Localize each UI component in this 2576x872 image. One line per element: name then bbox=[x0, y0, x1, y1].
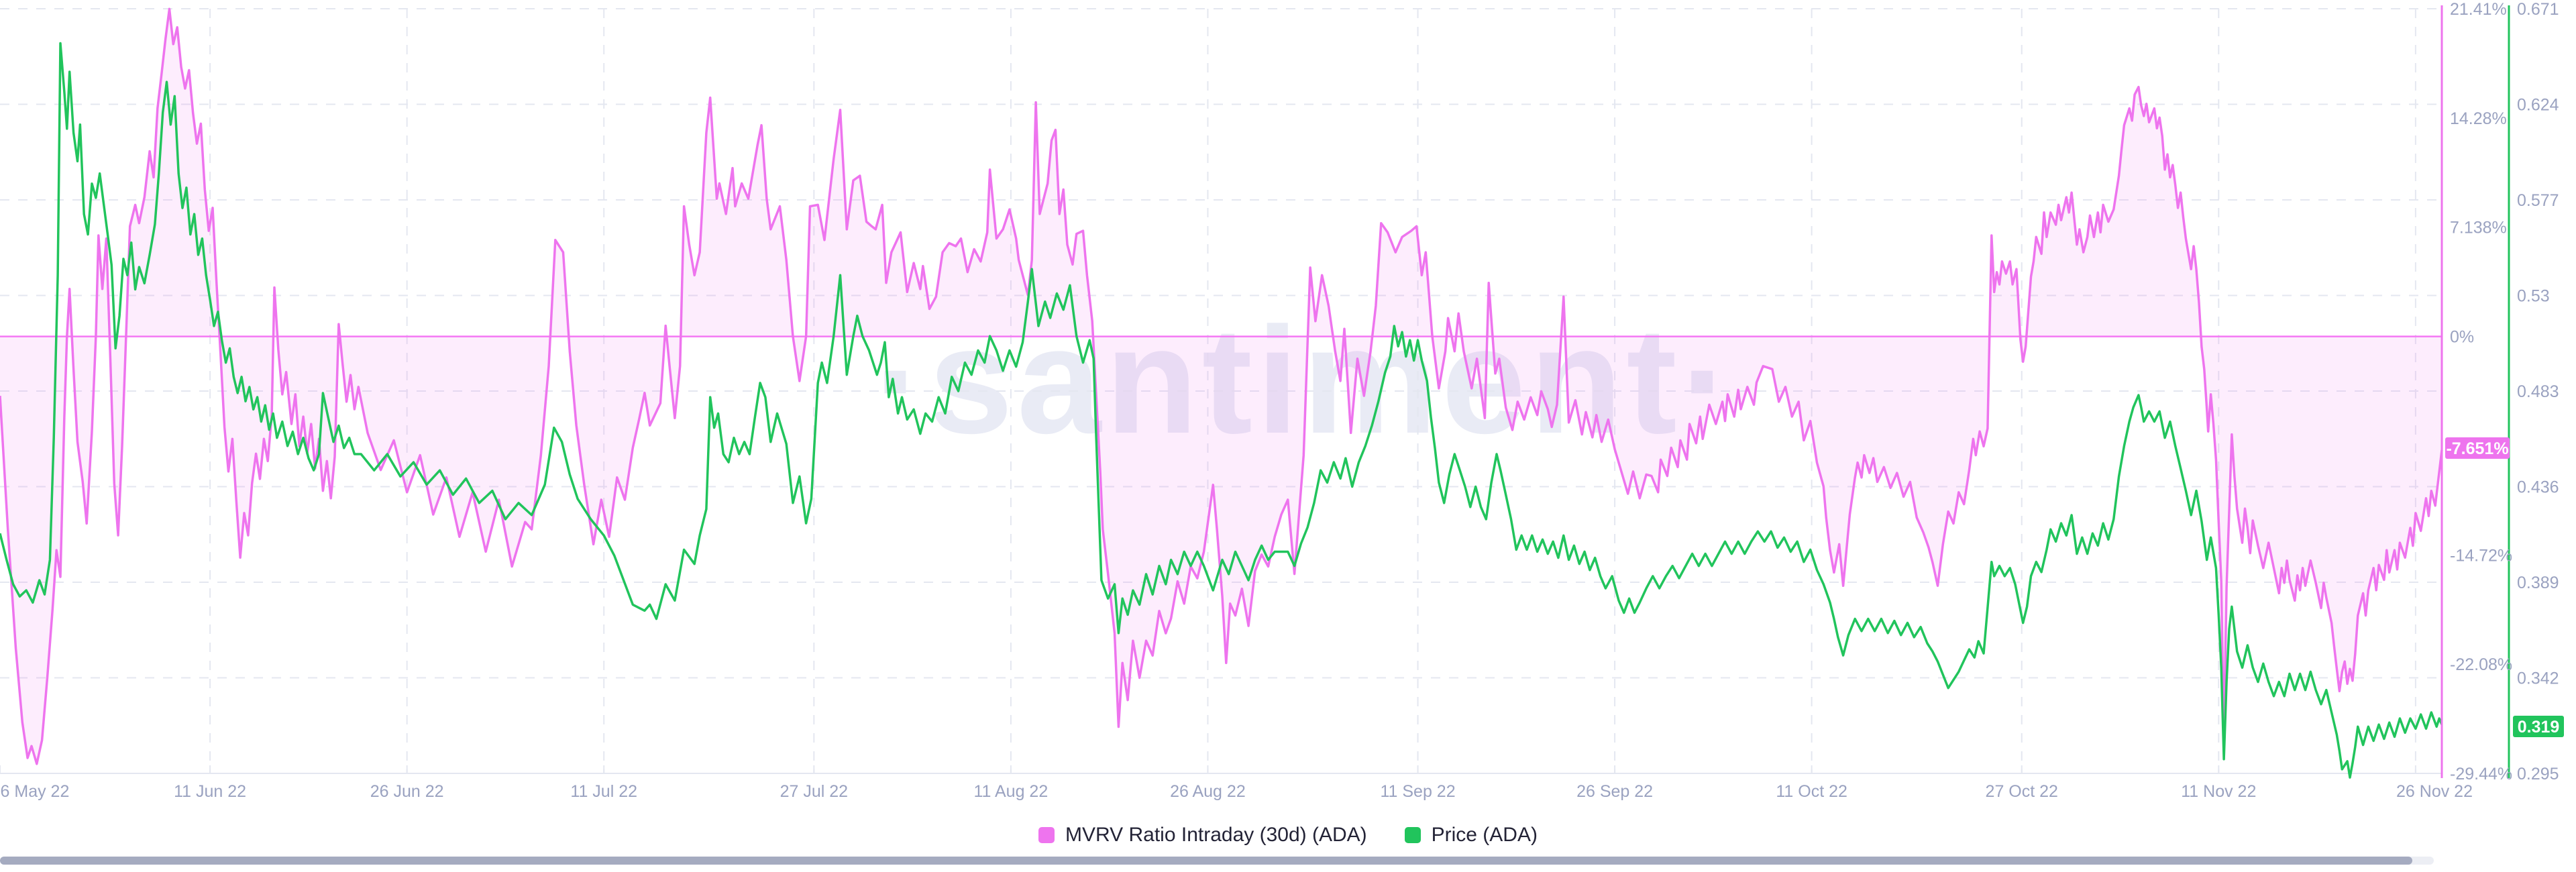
mvrv-tick-label: -29.44% bbox=[2450, 765, 2512, 783]
price-badge-value: 0.319 bbox=[2518, 718, 2560, 737]
price-tick-label: 0.342 bbox=[2517, 669, 2559, 688]
mvrv-line-series bbox=[0, 7, 2443, 765]
price-line-series bbox=[0, 42, 2443, 779]
legend-item-price[interactable]: Price (ADA) bbox=[1404, 824, 1538, 847]
date-axis-labels: 26 May 22 11 Jun 22 26 Jun 22 11 Jul 22 27 J… bbox=[0, 782, 2473, 801]
legend-item-mvrv[interactable]: MVRV Ratio Intraday (30d) (ADA) bbox=[1038, 824, 1367, 847]
mvrv-tick-label: 14.28% bbox=[2450, 109, 2507, 128]
price-swatch-icon bbox=[1404, 827, 1421, 843]
mvrv-tick-label: -22.08% bbox=[2450, 655, 2512, 674]
date-tick-label: 11 Jun 22 bbox=[174, 782, 246, 801]
price-axis-tick-labels: 0.671 0.624 0.577 0.53 0.483 0.436 0.389 0.342 0… bbox=[2517, 0, 2559, 783]
date-tick-label: 26 Sep 22 bbox=[1576, 782, 1653, 801]
price-tick-label: 0.389 bbox=[2517, 574, 2559, 592]
mvrv-tick-label: 21.41% bbox=[2450, 0, 2507, 19]
mvrv-swatch-icon bbox=[1038, 827, 1055, 843]
price-current-value-badge: 0.319 bbox=[2513, 716, 2564, 737]
x-axis-tick-marks bbox=[0, 765, 2416, 773]
mvrv-axis-tick-labels: 21.41%14.28%7.138%0%-7.36%-14.72%-22.08%… bbox=[2450, 0, 2512, 783]
price-tick-label: 0.295 bbox=[2517, 765, 2559, 783]
date-tick-label: 11 Nov 22 bbox=[2181, 782, 2256, 801]
date-tick-label: 11 Sep 22 bbox=[1380, 782, 1455, 801]
date-tick-label: 11 Oct 22 bbox=[1776, 782, 1847, 801]
mvrv-tick-label: 7.138% bbox=[2450, 219, 2507, 237]
date-tick-label: 27 Oct 22 bbox=[1986, 782, 2058, 801]
vertical-gridlines bbox=[209, 9, 2416, 773]
mvrv-badge-value: -7.651% bbox=[2446, 439, 2508, 458]
date-tick-label: 11 Jul 22 bbox=[570, 782, 637, 801]
mvrv-tick-label: 0% bbox=[2450, 328, 2474, 347]
price-tick-label: 0.671 bbox=[2517, 0, 2559, 19]
date-tick-label: 26 Aug 22 bbox=[1170, 782, 1246, 801]
price-tick-label: 0.483 bbox=[2517, 382, 2559, 401]
mvrv-current-value-badge: -7.651% bbox=[2445, 437, 2510, 459]
watermark: ·santiment· bbox=[874, 295, 1735, 465]
date-tick-label: 27 Jul 22 bbox=[780, 782, 848, 801]
date-tick-label: 11 Aug 22 bbox=[973, 782, 1048, 801]
timeline-scrollbar-thumb[interactable] bbox=[0, 857, 2412, 865]
date-tick-label: 26 Jun 22 bbox=[370, 782, 444, 801]
date-tick-label: 26 May 22 bbox=[0, 782, 69, 801]
price-tick-label: 0.436 bbox=[2517, 478, 2559, 497]
legend: MVRV Ratio Intraday (30d) (ADA) Price (A… bbox=[0, 824, 2576, 847]
price-tick-label: 0.577 bbox=[2517, 191, 2559, 210]
mvrv-tick-label: -14.72% bbox=[2450, 546, 2512, 565]
mvrv-area-fill bbox=[0, 9, 2442, 764]
price-tick-label: 0.53 bbox=[2517, 287, 2550, 306]
legend-label-price: Price (ADA) bbox=[1431, 824, 1538, 846]
timeline-scrollbar[interactable] bbox=[0, 857, 2434, 865]
date-tick-label: 26 Nov 22 bbox=[2396, 782, 2473, 801]
legend-label-mvrv: MVRV Ratio Intraday (30d) (ADA) bbox=[1065, 824, 1367, 846]
price-tick-label: 0.624 bbox=[2517, 96, 2559, 115]
